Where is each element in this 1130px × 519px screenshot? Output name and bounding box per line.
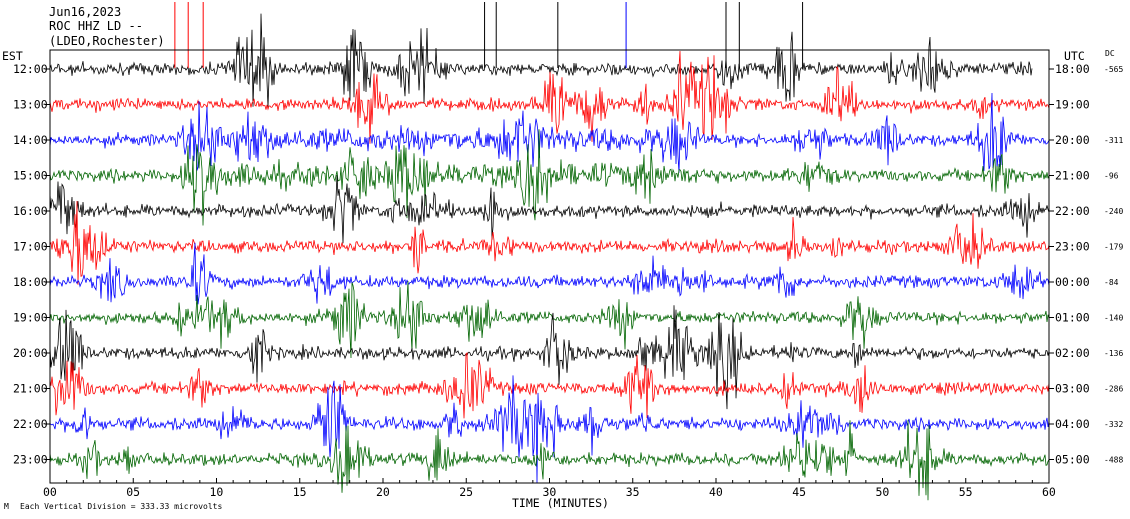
est-label-2000: 20:00 [13, 346, 48, 360]
trace-row-2300 [49, 420, 1050, 501]
est-label-1700: 17:00 [13, 240, 48, 254]
dc-value: -96 [1104, 172, 1119, 181]
dc-value: -179 [1104, 243, 1123, 252]
trace-row-1700 [49, 200, 1050, 285]
trace-row-2100 [49, 351, 1050, 419]
x-tick-label: 10 [210, 485, 224, 499]
header-date: Jun16,2023 [49, 5, 121, 19]
x-tick-label: 45 [792, 485, 806, 499]
est-label-1800: 18:00 [13, 275, 48, 289]
est-label-1300: 13:00 [13, 98, 48, 112]
dc-value: -84 [1104, 278, 1119, 287]
est-label-2100: 21:00 [13, 382, 48, 396]
est-label-2200: 22:00 [13, 417, 48, 431]
trace-row-1500 [49, 129, 1050, 226]
trace-row-2000 [49, 305, 1050, 410]
x-tick-label: 30 [543, 485, 557, 499]
x-tick-label: 20 [376, 485, 390, 499]
utc-label-1900: 19:00 [1055, 98, 1090, 112]
dc-offset-labels: -565 -311 -96 -240 -179 -84 -140 -136 -286 -332 -4… [1104, 65, 1123, 465]
est-label-1900: 19:00 [13, 311, 48, 325]
trace-row-1900 [49, 281, 1050, 359]
x-tick-label: 35 [626, 485, 640, 499]
utc-hour-labels: 18:00 19:00 20:00 21:00 22:00 23:00 00:00 01:00… [1049, 62, 1090, 467]
utc-label-0100: 01:00 [1055, 311, 1090, 325]
trace-layer [49, 2, 1050, 501]
dc-value: -286 [1104, 385, 1123, 394]
utc-label-2300: 23:00 [1055, 240, 1090, 254]
dc-value: -240 [1104, 207, 1123, 216]
x-tick-label: 05 [126, 485, 140, 499]
utc-label-0400: 04:00 [1055, 417, 1090, 431]
x-tick-label: 00 [43, 485, 57, 499]
left-timezone-label: EST [2, 49, 23, 63]
dc-value: -311 [1104, 136, 1123, 145]
utc-label-0200: 02:00 [1055, 346, 1090, 360]
est-label-1600: 16:00 [13, 204, 48, 218]
scale-footnote-mark: M [4, 502, 9, 511]
scale-footnote: Each Vertical Division = 333.33 microvol… [20, 502, 222, 511]
dc-value: -140 [1104, 314, 1123, 323]
utc-label-0300: 03:00 [1055, 382, 1090, 396]
x-tick-label: 50 [876, 485, 890, 499]
x-tick-label: 60 [1042, 485, 1056, 499]
header-station: ROC HHZ LD -- [49, 19, 143, 33]
dc-value: -488 [1104, 456, 1123, 465]
x-axis-title: TIME (MINUTES) [512, 496, 609, 510]
header-network: (LDEO,Rochester) [49, 34, 165, 48]
x-tick-label: 15 [293, 485, 307, 499]
trace-row-1300 [49, 50, 1050, 144]
trace-row-1400 [49, 92, 1050, 173]
utc-label-0500: 05:00 [1055, 453, 1090, 467]
est-label-1500: 15:00 [13, 169, 48, 183]
utc-label-0000: 00:00 [1055, 275, 1090, 289]
right-timezone-label: UTC [1064, 49, 1085, 63]
x-tick-label: 40 [709, 485, 723, 499]
x-axis: 00 05 10 15 20 25 30 35 40 45 50 55 60 [43, 478, 1056, 499]
dc-header: DC [1105, 49, 1115, 58]
est-label-1200: 12:00 [13, 62, 48, 76]
dc-value: -136 [1104, 349, 1123, 358]
utc-label-2000: 20:00 [1055, 133, 1090, 147]
trace-row-2200 [49, 375, 1050, 484]
dc-value: -332 [1104, 420, 1123, 429]
est-hour-labels: 12:00 13:00 14:00 15:00 16:00 17:00 18:00 19:00… [13, 62, 50, 467]
utc-label-2200: 22:00 [1055, 204, 1090, 218]
utc-label-1800: 18:00 [1055, 62, 1090, 76]
x-tick-label: 55 [959, 485, 973, 499]
est-label-2300: 23:00 [13, 453, 48, 467]
est-label-1400: 14:00 [13, 133, 48, 147]
trace-row-1200 [49, 13, 1033, 107]
x-tick-label: 25 [459, 485, 473, 499]
trace-row-1800 [49, 242, 1050, 305]
trace-row-1600 [49, 174, 1050, 244]
utc-label-2100: 21:00 [1055, 169, 1090, 183]
dc-value: -565 [1104, 65, 1123, 74]
